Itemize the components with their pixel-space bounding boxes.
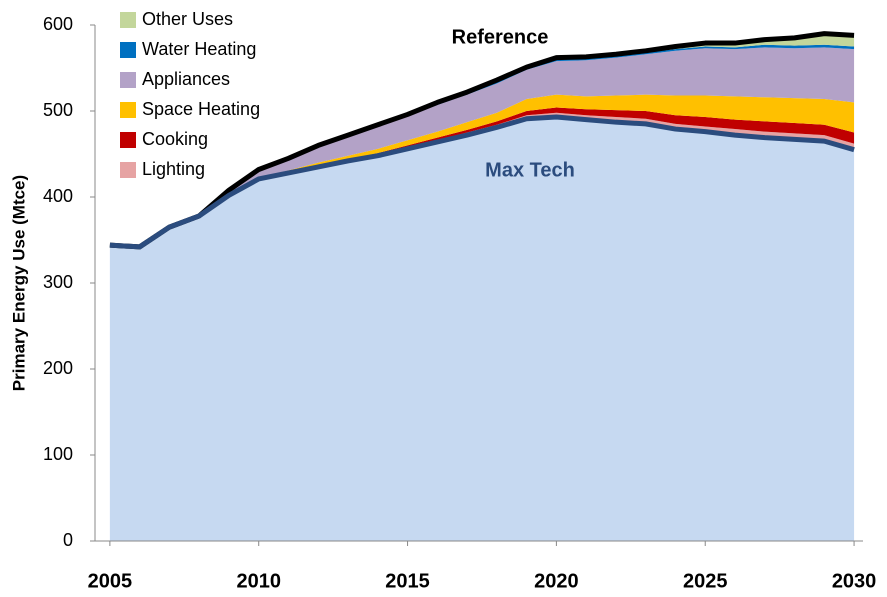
legend-swatch xyxy=(120,12,136,28)
legend-swatch xyxy=(120,42,136,58)
reference-line xyxy=(109,31,855,250)
reference-label: Reference xyxy=(452,26,549,48)
y-tick-label: 300 xyxy=(43,272,73,292)
area-segment xyxy=(109,47,855,247)
base-line xyxy=(109,114,855,250)
legend-label: Cooking xyxy=(142,129,208,149)
legend-swatch xyxy=(120,72,136,88)
legend-label: Water Heating xyxy=(142,39,256,59)
x-tick-label: 2010 xyxy=(236,570,281,592)
x-tick-label: 2005 xyxy=(88,570,133,592)
y-tick-label: 400 xyxy=(43,186,73,206)
y-tick-label: 200 xyxy=(43,358,73,378)
legend-label: Other Uses xyxy=(142,9,233,29)
max-tech-label: Max Tech xyxy=(485,159,575,181)
legend-swatch xyxy=(120,132,136,148)
x-tick-label: 2020 xyxy=(534,570,579,592)
legend-label: Appliances xyxy=(142,69,230,89)
y-tick-label: 600 xyxy=(43,14,73,34)
legend-swatch xyxy=(120,102,136,118)
legend-label: Lighting xyxy=(142,159,205,179)
legend-swatch xyxy=(120,162,136,178)
x-tick-label: 2015 xyxy=(385,570,430,592)
base-area xyxy=(109,117,855,542)
y-tick-label: 500 xyxy=(43,100,73,120)
y-tick-label: 100 xyxy=(43,444,73,464)
x-tick-label: 2030 xyxy=(832,570,877,592)
x-tick-label: 2025 xyxy=(683,570,728,592)
area-segment xyxy=(109,94,855,247)
y-axis-label: Primary Energy Use (Mtce) xyxy=(9,175,28,391)
legend-label: Space Heating xyxy=(142,99,260,119)
y-tick-label: 0 xyxy=(63,530,73,550)
